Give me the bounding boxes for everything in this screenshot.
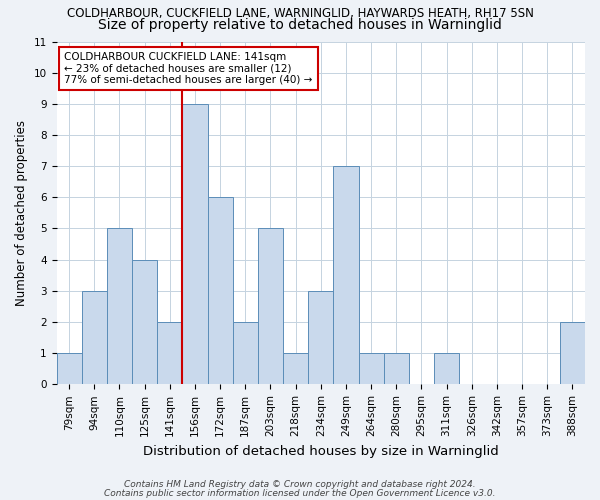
- Bar: [434, 353, 459, 384]
- Bar: [334, 166, 359, 384]
- X-axis label: Distribution of detached houses by size in Warninglid: Distribution of detached houses by size …: [143, 444, 499, 458]
- Bar: [132, 260, 157, 384]
- Bar: [182, 104, 208, 384]
- Bar: [157, 322, 182, 384]
- Text: COLDHARBOUR, CUCKFIELD LANE, WARNINGLID, HAYWARDS HEATH, RH17 5SN: COLDHARBOUR, CUCKFIELD LANE, WARNINGLID,…: [67, 8, 533, 20]
- Bar: [308, 291, 334, 384]
- Bar: [359, 353, 383, 384]
- Text: COLDHARBOUR CUCKFIELD LANE: 141sqm
← 23% of detached houses are smaller (12)
77%: COLDHARBOUR CUCKFIELD LANE: 141sqm ← 23%…: [64, 52, 313, 85]
- Text: Contains public sector information licensed under the Open Government Licence v3: Contains public sector information licen…: [104, 488, 496, 498]
- Bar: [233, 322, 258, 384]
- Y-axis label: Number of detached properties: Number of detached properties: [15, 120, 28, 306]
- Bar: [56, 353, 82, 384]
- Bar: [258, 228, 283, 384]
- Bar: [560, 322, 585, 384]
- Text: Contains HM Land Registry data © Crown copyright and database right 2024.: Contains HM Land Registry data © Crown c…: [124, 480, 476, 489]
- Bar: [383, 353, 409, 384]
- Bar: [208, 198, 233, 384]
- Bar: [107, 228, 132, 384]
- Bar: [82, 291, 107, 384]
- Text: Size of property relative to detached houses in Warninglid: Size of property relative to detached ho…: [98, 18, 502, 32]
- Bar: [283, 353, 308, 384]
